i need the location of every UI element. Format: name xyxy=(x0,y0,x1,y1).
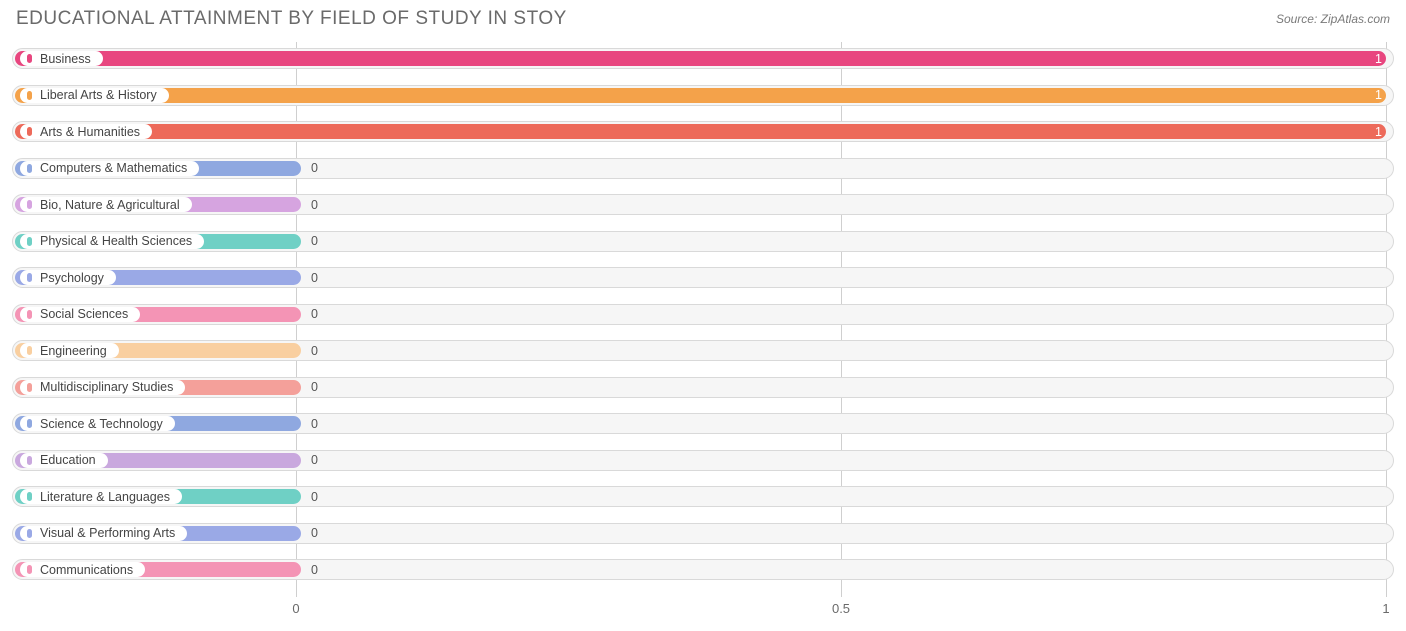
value-label: 0 xyxy=(311,444,318,477)
category-label-text: Bio, Nature & Agricultural xyxy=(40,198,180,212)
value-label: 0 xyxy=(311,517,318,550)
category-label-text: Psychology xyxy=(40,271,104,285)
category-label-text: Science & Technology xyxy=(40,417,163,431)
bar-row: Arts & Humanities 1 xyxy=(12,115,1394,148)
category-label: Literature & Languages xyxy=(20,489,182,504)
category-label-text: Multidisciplinary Studies xyxy=(40,380,173,394)
category-color-swatch xyxy=(27,383,32,392)
x-tick-label: 1 xyxy=(1382,601,1389,616)
category-label: Science & Technology xyxy=(20,416,175,431)
category-label-text: Social Sciences xyxy=(40,307,128,321)
value-label: 0 xyxy=(311,261,318,294)
bar-row: Social Sciences 0 xyxy=(12,298,1394,331)
category-color-swatch xyxy=(27,164,32,173)
category-color-swatch xyxy=(27,273,32,282)
value-label: 1 xyxy=(1375,79,1382,112)
category-label-text: Arts & Humanities xyxy=(40,125,140,139)
category-label: Liberal Arts & History xyxy=(20,88,169,103)
bar-fill xyxy=(15,124,1386,139)
category-label-text: Engineering xyxy=(40,344,107,358)
category-label-text: Liberal Arts & History xyxy=(40,88,157,102)
category-label-text: Literature & Languages xyxy=(40,490,170,504)
x-tick-label: 0 xyxy=(292,601,299,616)
category-color-swatch xyxy=(27,565,32,574)
bar-row: Communications 0 xyxy=(12,553,1394,586)
category-label: Visual & Performing Arts xyxy=(20,526,187,541)
x-tick-label: 0.5 xyxy=(832,601,850,616)
category-label: Bio, Nature & Agricultural xyxy=(20,197,192,212)
category-label-text: Physical & Health Sciences xyxy=(40,234,192,248)
value-label: 0 xyxy=(311,371,318,404)
value-label: 0 xyxy=(311,298,318,331)
category-label: Multidisciplinary Studies xyxy=(20,380,185,395)
value-label: 1 xyxy=(1375,42,1382,75)
chart-header: EDUCATIONAL ATTAINMENT BY FIELD OF STUDY… xyxy=(0,0,1406,30)
bar-row: Education 0 xyxy=(12,444,1394,477)
chart-title: EDUCATIONAL ATTAINMENT BY FIELD OF STUDY… xyxy=(16,8,567,30)
category-label: Physical & Health Sciences xyxy=(20,234,204,249)
category-label: Education xyxy=(20,453,108,468)
category-color-swatch xyxy=(27,492,32,501)
bar-row: Psychology 0 xyxy=(12,261,1394,294)
category-label-text: Education xyxy=(40,453,96,467)
chart-source: Source: ZipAtlas.com xyxy=(1276,8,1390,26)
category-color-swatch xyxy=(27,200,32,209)
category-label: Arts & Humanities xyxy=(20,124,152,139)
category-color-swatch xyxy=(27,91,32,100)
value-label: 0 xyxy=(311,407,318,440)
category-label: Engineering xyxy=(20,343,119,358)
value-label: 0 xyxy=(311,334,318,367)
category-label-text: Computers & Mathematics xyxy=(40,161,187,175)
bar-row: Engineering 0 xyxy=(12,334,1394,367)
bar-row: Physical & Health Sciences 0 xyxy=(12,225,1394,258)
bar-row: Visual & Performing Arts 0 xyxy=(12,517,1394,550)
category-label: Business xyxy=(20,51,103,66)
category-color-swatch xyxy=(27,419,32,428)
bar-row: Business 1 xyxy=(12,42,1394,75)
category-label-text: Business xyxy=(40,52,91,66)
value-label: 1 xyxy=(1375,115,1382,148)
bar-row: Multidisciplinary Studies 0 xyxy=(12,371,1394,404)
bar-fill xyxy=(15,51,1386,66)
category-color-swatch xyxy=(27,456,32,465)
value-label: 0 xyxy=(311,480,318,513)
value-label: 0 xyxy=(311,188,318,221)
category-label: Psychology xyxy=(20,270,116,285)
x-axis: 00.51 xyxy=(12,601,1394,621)
category-color-swatch xyxy=(27,310,32,319)
value-label: 0 xyxy=(311,152,318,185)
bar-row: Bio, Nature & Agricultural 0 xyxy=(12,188,1394,221)
category-label: Communications xyxy=(20,562,145,577)
category-color-swatch xyxy=(27,127,32,136)
chart-plot: Business1Liberal Arts & History1Arts & H… xyxy=(12,42,1394,597)
chart-area: Business1Liberal Arts & History1Arts & H… xyxy=(12,42,1394,597)
bar-row: Science & Technology 0 xyxy=(12,407,1394,440)
category-color-swatch xyxy=(27,346,32,355)
bar-row: Computers & Mathematics 0 xyxy=(12,152,1394,185)
category-label-text: Communications xyxy=(40,563,133,577)
category-label: Social Sciences xyxy=(20,307,140,322)
value-label: 0 xyxy=(311,553,318,586)
category-color-swatch xyxy=(27,237,32,246)
category-color-swatch xyxy=(27,54,32,63)
bar-row: Literature & Languages 0 xyxy=(12,480,1394,513)
category-label-text: Visual & Performing Arts xyxy=(40,526,175,540)
category-label: Computers & Mathematics xyxy=(20,161,199,176)
category-color-swatch xyxy=(27,529,32,538)
value-label: 0 xyxy=(311,225,318,258)
bar-row: Liberal Arts & History 1 xyxy=(12,79,1394,112)
bar-fill xyxy=(15,88,1386,103)
